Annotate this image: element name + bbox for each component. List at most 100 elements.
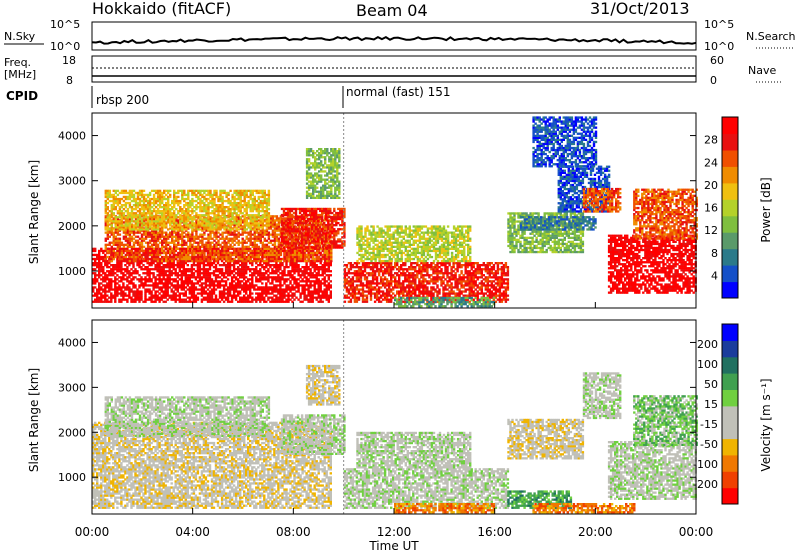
power-cell [141,242,143,244]
power-cell [119,234,121,236]
power-cell [215,266,217,268]
power-cell [171,234,173,236]
power-cell [126,301,128,303]
power-cell [131,250,133,252]
power-cell [270,242,272,244]
power-cell [307,266,309,268]
power-cell [291,246,293,248]
power-cell [266,244,268,246]
power-cell [279,292,281,294]
power-cell [287,278,289,280]
power-cell [114,284,116,286]
power-cell [143,228,145,230]
power-cell [129,204,131,206]
power-cell [262,252,264,254]
power-cell [147,244,149,246]
power-cell [245,282,247,284]
power-cell [199,280,201,282]
power-cell [250,240,252,242]
power-cell [122,297,124,299]
power-cell [219,272,221,274]
power-cell [121,222,123,224]
power-cell [330,295,332,297]
power-cell [263,274,265,276]
power-cell [245,264,247,266]
power-cell [149,250,151,252]
power-cell [161,288,163,290]
power-cell [293,299,295,301]
power-cell [195,234,197,236]
power-cell [107,198,109,200]
power-cell [113,228,115,230]
power-cell [308,258,310,260]
power-cell [237,262,239,264]
power-cell [269,266,271,268]
power-cell [227,242,229,244]
power-cell [158,288,160,290]
power-cell [249,290,251,292]
power-cell [158,264,160,266]
power-cell [143,240,145,242]
power-cell [274,221,276,223]
power-cell [213,282,215,284]
power-cell [183,248,185,250]
power-cell [280,250,282,252]
power-cell [325,210,327,212]
power-cell [191,270,193,272]
power-cell [225,236,227,238]
power-cell [132,278,134,280]
power-cell [129,254,131,256]
power-cell [203,266,205,268]
power-cell [309,210,311,212]
power-cell [201,295,203,297]
power-cell [129,214,131,216]
power-cell [189,282,191,284]
power-cell [177,280,179,282]
power-cell [311,234,313,236]
power-cell [326,280,328,282]
power-cell [281,244,283,246]
power-cell [324,230,326,232]
power-cell [129,256,131,258]
power-cell [283,210,285,212]
power-cell [235,282,237,284]
power-cell [272,217,274,219]
power-cell [171,270,173,272]
power-cell [265,270,267,272]
power-cell [293,292,295,294]
power-cell [105,246,107,248]
power-cell [169,246,171,248]
power-cell [324,272,326,274]
power-cell [223,290,225,292]
power-cell [143,194,145,196]
power-cell [244,240,246,242]
nsearch-tick-high: 10^5 [704,18,734,31]
power-cell [150,264,152,266]
power-cell [217,252,219,254]
power-cell [169,280,171,282]
power-cell [117,254,119,256]
power-cell [271,280,273,282]
power-cell [185,262,187,264]
power-cell [131,218,133,220]
power-cell [115,206,117,208]
power-cell [114,292,116,294]
power-cell [114,301,116,303]
power-cell [114,280,116,282]
power-cell [138,301,140,303]
power-cell [199,254,201,256]
power-cell [211,264,213,266]
power-cell [330,258,332,260]
power-cell [126,278,128,280]
power-cell [312,295,314,297]
power-cell [110,282,112,284]
power-cell [158,270,160,272]
power-cell [235,297,237,299]
power-cell [316,299,318,301]
power-cell [115,256,117,258]
power-cell [157,246,159,248]
power-cell [326,297,328,299]
power-cell [279,266,281,268]
power-cell [104,280,106,282]
power-cell [277,270,279,272]
